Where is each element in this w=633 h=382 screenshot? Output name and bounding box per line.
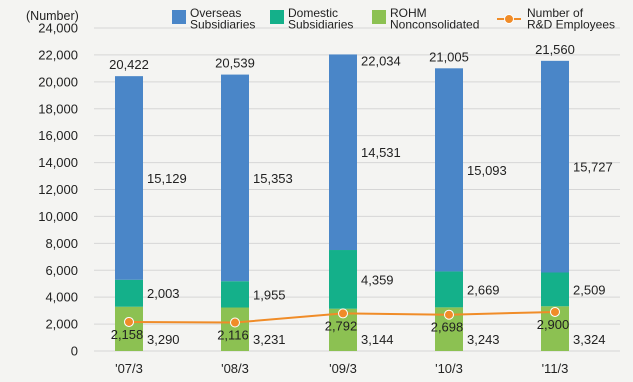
x-axis: '07/3 '08/3 '09/3 '10/3 '11/3 xyxy=(115,361,568,376)
y-tick-label: 18,000 xyxy=(38,101,78,116)
data-label: 3,243 xyxy=(467,332,500,347)
data-label: 2,003 xyxy=(147,286,180,301)
bar-segment xyxy=(435,271,463,308)
y-axis: (Number) 0 2,000 4,000 6,000 8,000 10,000 12,0… xyxy=(26,9,79,359)
y-tick-label: 0 xyxy=(71,344,78,359)
legend-label: Number of R&D Employees xyxy=(527,6,615,32)
rd-line-point xyxy=(124,316,134,327)
y-tick-label: 4,000 xyxy=(45,290,78,305)
y-tick-label: 6,000 xyxy=(45,263,78,278)
bar-segment xyxy=(541,60,569,273)
data-label: 15,093 xyxy=(467,163,507,178)
y-tick-label: 12,000 xyxy=(38,182,78,197)
legend-line-marker xyxy=(504,14,514,24)
data-label: 15,353 xyxy=(253,171,293,186)
y-tick-label: 8,000 xyxy=(45,236,78,251)
y-tick-label: 20,000 xyxy=(38,74,78,89)
y-tick-label: 10,000 xyxy=(38,209,78,224)
bar-segment xyxy=(329,250,357,309)
bar-segment xyxy=(115,76,143,280)
total-label: 21,560 xyxy=(535,42,575,57)
bar-segment xyxy=(221,281,249,308)
data-label: 15,129 xyxy=(147,171,187,186)
data-label: 3,324 xyxy=(573,332,606,347)
rd-line-point xyxy=(444,309,454,320)
rd-line-point xyxy=(338,308,348,319)
rd-line-point xyxy=(550,306,560,317)
data-label: 3,144 xyxy=(361,332,394,347)
legend-swatch xyxy=(372,10,386,24)
bar-segment xyxy=(115,306,143,351)
data-label: 1,955 xyxy=(253,287,286,302)
data-label: 3,231 xyxy=(253,332,286,347)
y-tick-label: 14,000 xyxy=(38,155,78,170)
data-label: 15,727 xyxy=(573,160,613,175)
rd-line-label: 2,158 xyxy=(111,327,144,342)
legend-label: Domestic Subsidiaries xyxy=(288,6,353,32)
legend-swatch xyxy=(270,10,284,24)
rd-line-label: 2,116 xyxy=(217,328,249,343)
data-label: 4,359 xyxy=(361,272,394,287)
legend-swatch xyxy=(172,10,186,24)
rd-line-label: 2,698 xyxy=(431,320,464,335)
y-tick-label: 24,000 xyxy=(38,21,78,36)
x-tick-label: '08/3 xyxy=(221,361,249,376)
data-label: 14,531 xyxy=(361,145,401,160)
data-label: 3,290 xyxy=(147,332,180,347)
bar-segment xyxy=(221,74,249,282)
bar-segment xyxy=(435,68,463,272)
bars xyxy=(115,54,569,351)
legend: Overseas Subsidiaries Domestic Subsidiaries… xyxy=(172,6,615,32)
x-tick-label: '10/3 xyxy=(435,361,463,376)
data-label: 2,509 xyxy=(573,282,606,297)
x-tick-label: '11/3 xyxy=(542,361,569,376)
bar-segment xyxy=(221,307,249,351)
data-label: 2,669 xyxy=(467,282,500,297)
legend-label: ROHM Nonconsolidated xyxy=(390,6,479,32)
x-tick-label: '09/3 xyxy=(329,361,357,376)
y-tick-label: 22,000 xyxy=(38,47,78,62)
bar-segment xyxy=(329,54,357,251)
y-axis-unit-label: (Number) xyxy=(26,9,79,23)
total-label: 22,034 xyxy=(361,53,401,68)
rd-line-point xyxy=(230,317,240,328)
rd-employees-line xyxy=(124,306,560,328)
total-label: 20,422 xyxy=(109,57,149,72)
rd-line-label: 2,792 xyxy=(325,318,358,333)
x-tick-label: '07/3 xyxy=(115,361,143,376)
bar-segment xyxy=(541,272,569,307)
legend-label: Overseas Subsidiaries xyxy=(190,6,255,32)
total-label: 20,539 xyxy=(215,56,255,71)
y-tick-label: 16,000 xyxy=(38,128,78,143)
data-labels: 3,290 2,003 15,129 20,422 3,231 1,955 15,353 20… xyxy=(109,42,613,347)
rd-line-label: 2,900 xyxy=(537,317,570,332)
total-label: 21,005 xyxy=(429,49,469,64)
bar-segment xyxy=(115,279,143,307)
y-tick-label: 2,000 xyxy=(45,317,78,332)
